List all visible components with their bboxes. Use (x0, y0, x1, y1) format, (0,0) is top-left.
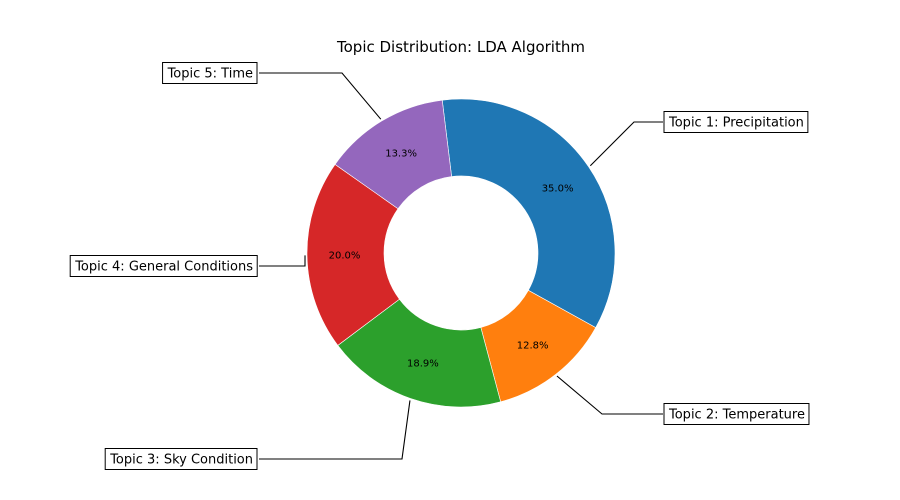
chart-title: Topic Distribution: LDA Algorithm (336, 38, 585, 56)
percent-label-topic-4-general-conditions: 20.0% (329, 250, 361, 261)
leader-line-topic-4-general-conditions (259, 255, 306, 267)
slice-topic-5-time (334, 99, 452, 210)
label-box (69, 255, 258, 277)
label-text: Topic 4: General Conditions (74, 260, 253, 275)
label-text: Topic 1: Precipitation (668, 116, 804, 131)
slice-label-topic-4-general-conditions: Topic 4: General Conditions (69, 255, 258, 277)
label-text: Topic 2: Temperature (668, 408, 805, 423)
slice-label-topic-5-time: Topic 5: Time (162, 62, 258, 84)
percent-label-topic-5-time: 13.3% (385, 149, 417, 160)
leader-line-topic-1-precipitation (589, 121, 663, 167)
label-text: Topic 3: Sky Condition (109, 453, 253, 468)
label-box (104, 448, 258, 470)
slice-topic-3-sky-condition (337, 298, 502, 408)
percent-label-topic-3-sky-condition: 18.9% (407, 359, 439, 370)
slice-label-topic-2-temperature: Topic 2: Temperature (663, 403, 810, 425)
percent-label-topic-2-temperature: 12.8% (517, 340, 549, 351)
leader-line-topic-5-time (259, 72, 382, 120)
label-box (663, 111, 809, 133)
slice-topic-1-precipitation (441, 98, 616, 329)
percent-label-topic-1-precipitation: 35.0% (542, 183, 574, 194)
leader-line-topic-2-temperature (556, 375, 663, 415)
slice-labels-group: Topic 1: Precipitation Topic 2: Temperatu… (69, 62, 810, 470)
label-text: Topic 5: Time (167, 67, 253, 82)
percent-labels-group: 35.0% 12.8% 18.9% 20.0% 13.3% (329, 149, 574, 370)
label-box (162, 62, 258, 84)
slice-label-topic-3-sky-condition: Topic 3: Sky Condition (104, 448, 258, 470)
slices-group (306, 98, 616, 408)
leader-line-topic-3-sky-condition (259, 400, 411, 460)
label-box (663, 403, 810, 425)
slice-label-topic-1-precipitation: Topic 1: Precipitation (663, 111, 809, 133)
slice-topic-4-general-conditions (306, 163, 400, 346)
